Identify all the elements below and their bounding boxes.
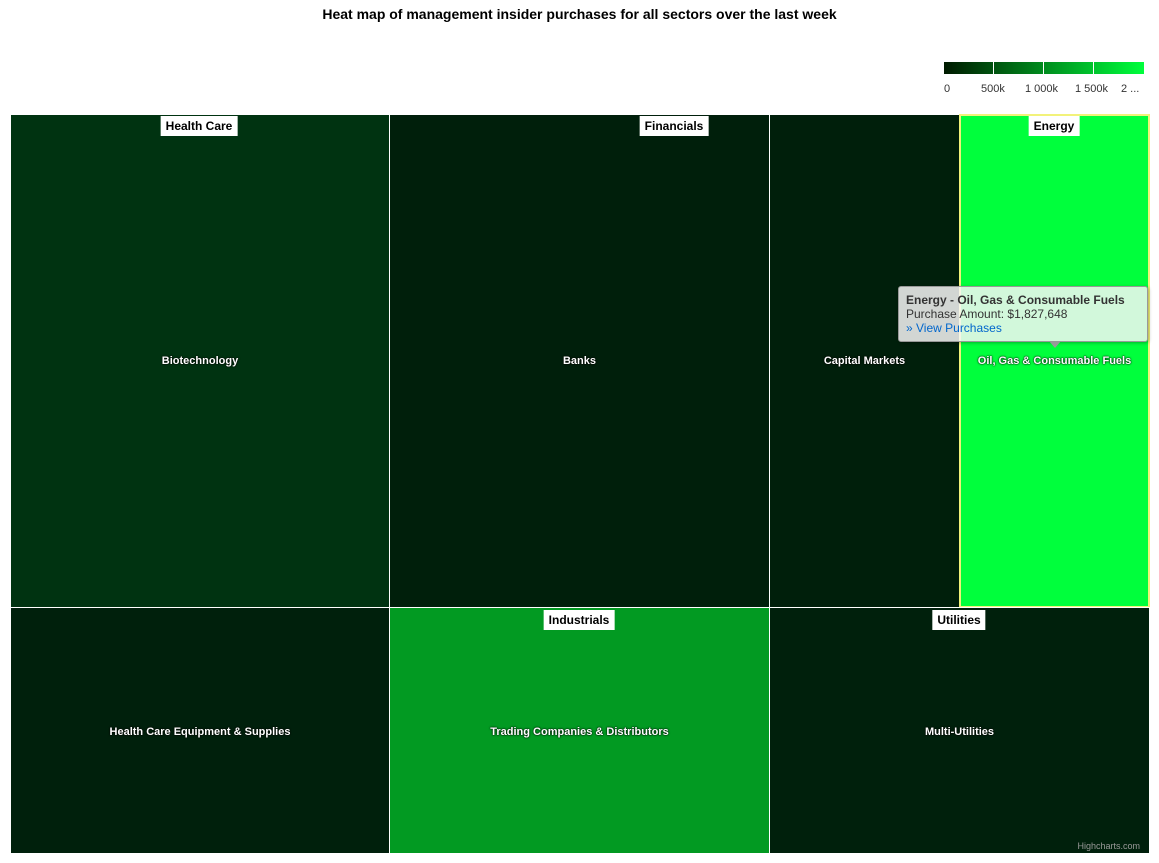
credits-link[interactable]: Highcharts.com [1077, 841, 1140, 851]
tile-banks[interactable]: Banks [389, 114, 770, 608]
legend-tick [993, 62, 994, 74]
tile-health-care-equipment[interactable]: Health Care Equipment & Supplies [10, 607, 390, 854]
sector-label-utilities: Utilities [932, 610, 986, 630]
tile-label-oil-gas-consumable-fuels: Oil, Gas & Consumable Fuels [977, 355, 1132, 367]
legend-label-2000k: 2 ... [1121, 83, 1140, 95]
tooltip: Energy - Oil, Gas & Consumable Fuels Pur… [898, 286, 1148, 342]
tile-label-trading-companies-distributors: Trading Companies & Distributors [490, 726, 669, 738]
tile-label-capital-markets: Capital Markets [823, 355, 906, 367]
legend-label-0: 0 [944, 83, 951, 95]
chart-title: Heat map of management insider purchases… [322, 6, 837, 22]
tile-oil-gas-consumable-fuels[interactable]: Oil, Gas & Consumable Fuels [959, 114, 1150, 608]
sector-label-health-care: Health Care [160, 116, 238, 136]
legend-label-500k: 500k [981, 83, 1005, 95]
tile-label-biotechnology: Biotechnology [161, 355, 239, 367]
tooltip-arrow [1049, 341, 1061, 348]
legend-label-1000k: 1 000k [1025, 83, 1059, 95]
tile-label-multi-utilities: Multi-Utilities [924, 726, 995, 738]
tile-biotechnology[interactable]: Biotechnology [10, 114, 390, 608]
tile-multi-utilities[interactable]: Multi-Utilities [769, 607, 1150, 854]
color-legend: 0 500k 1 000k 1 500k 2 ... [944, 62, 1144, 102]
legend-gradient-bar [944, 62, 1144, 74]
tile-label-banks: Banks [562, 355, 597, 367]
sector-label-industrials: Industrials [543, 610, 615, 630]
sector-label-energy: Energy [1028, 116, 1080, 136]
tile-trading-companies-distributors[interactable]: Trading Companies & Distributors [389, 607, 770, 854]
sector-label-financials: Financials [639, 116, 709, 136]
tile-label-health-care-equipment: Health Care Equipment & Supplies [109, 726, 291, 738]
tooltip-amount: Purchase Amount: $1,827,648 [906, 307, 1068, 321]
tooltip-title: Energy - Oil, Gas & Consumable Fuels [906, 293, 1125, 307]
tile-capital-markets[interactable]: Capital Markets [769, 114, 960, 608]
view-purchases-link[interactable]: » View Purchases [906, 321, 1002, 335]
legend-label-1500k: 1 500k [1075, 83, 1109, 95]
legend-tick [1043, 62, 1044, 74]
legend-tick [1093, 62, 1094, 74]
